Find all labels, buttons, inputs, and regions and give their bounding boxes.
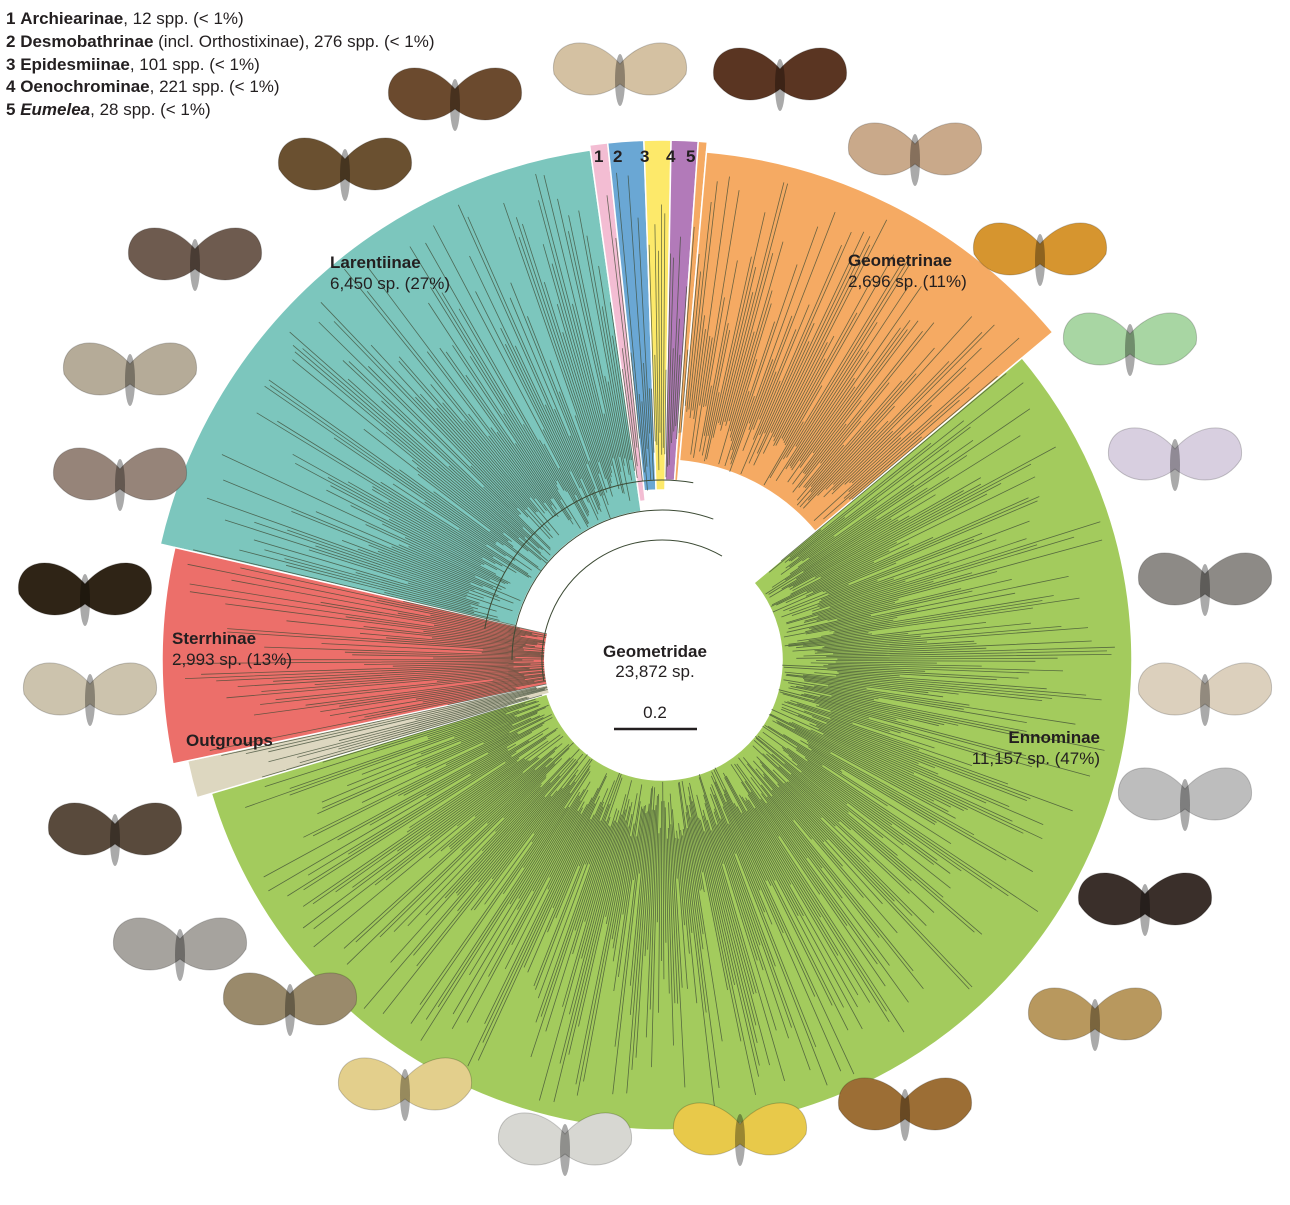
figure: 1 Archiearinae, 12 spp. (< 1%) 2 Desmoba… bbox=[0, 0, 1290, 1205]
legend-name: Epidesmiinae bbox=[20, 55, 130, 74]
wedge-number: 1 bbox=[594, 147, 603, 166]
clade-name: Outgroups bbox=[186, 731, 273, 750]
legend-detail: (incl. Orthostixinae), 276 spp. (< 1%) bbox=[153, 32, 434, 51]
moth-body bbox=[285, 984, 295, 1036]
moth-body bbox=[1200, 564, 1210, 616]
legend-name: Eumelea bbox=[20, 100, 90, 119]
moth bbox=[1063, 313, 1196, 376]
moth-body bbox=[400, 1069, 410, 1121]
clade-name: Larentiinae bbox=[330, 253, 421, 272]
center-count: 23,872 sp. bbox=[615, 662, 694, 681]
moth bbox=[53, 448, 186, 511]
wedge-number: 2 bbox=[613, 147, 622, 166]
moth-body bbox=[615, 54, 625, 106]
moth-body bbox=[560, 1124, 570, 1176]
clade-name: Ennominae bbox=[1008, 728, 1100, 747]
moth bbox=[128, 228, 261, 291]
moth-body bbox=[340, 149, 350, 201]
moth-body bbox=[125, 354, 135, 406]
moth bbox=[23, 663, 156, 726]
legend-detail: , 12 spp. (< 1%) bbox=[123, 9, 243, 28]
legend-detail: , 101 spp. (< 1%) bbox=[130, 55, 260, 74]
legend-entry: 1 Archiearinae, 12 spp. (< 1%) bbox=[6, 9, 244, 28]
clade-count: 2,696 sp. (11%) bbox=[848, 272, 967, 291]
moth bbox=[113, 918, 246, 981]
moth-body bbox=[1140, 884, 1150, 936]
moth bbox=[18, 563, 151, 626]
moth bbox=[553, 43, 686, 106]
moth bbox=[713, 48, 846, 111]
legend-entry: 5 Eumelea, 28 spp. (< 1%) bbox=[6, 100, 211, 119]
moth bbox=[48, 803, 181, 866]
moth-body bbox=[1125, 324, 1135, 376]
moth bbox=[278, 138, 411, 201]
wedge-number: 4 bbox=[666, 147, 676, 166]
clade-name: Geometrinae bbox=[848, 251, 952, 270]
legend-number: 5 bbox=[6, 100, 15, 119]
legend-entry: 4 Oenochrominae, 221 spp. (< 1%) bbox=[6, 77, 280, 96]
moth bbox=[1078, 873, 1211, 936]
wedge-number: 3 bbox=[640, 147, 649, 166]
moth-body bbox=[1035, 234, 1045, 286]
moth-body bbox=[1180, 779, 1190, 831]
legend-detail: , 28 spp. (< 1%) bbox=[90, 100, 210, 119]
moth-body bbox=[1090, 999, 1100, 1051]
moth bbox=[498, 1113, 631, 1176]
legend-name: Archiearinae bbox=[20, 9, 123, 28]
moth bbox=[1118, 768, 1251, 831]
moth-body bbox=[1200, 674, 1210, 726]
moth-body bbox=[450, 79, 460, 131]
legend: 1 Archiearinae, 12 spp. (< 1%) 2 Desmoba… bbox=[6, 9, 435, 119]
legend-number: 4 bbox=[6, 77, 16, 96]
clade-count: 11,157 sp. (47%) bbox=[972, 749, 1100, 768]
moth-body bbox=[775, 59, 785, 111]
moth-body bbox=[190, 239, 200, 291]
moth-body bbox=[80, 574, 90, 626]
moth-body bbox=[110, 814, 120, 866]
moth-body bbox=[115, 459, 125, 511]
clade-count: 6,450 sp. (27%) bbox=[330, 274, 450, 293]
legend-detail: , 221 spp. (< 1%) bbox=[150, 77, 280, 96]
moth-body bbox=[175, 929, 185, 981]
moth-body bbox=[735, 1114, 745, 1166]
moth bbox=[838, 1078, 971, 1141]
scale-bar-label: 0.2 bbox=[643, 703, 667, 722]
moth bbox=[1138, 663, 1271, 726]
moth-body bbox=[85, 674, 95, 726]
moth bbox=[1138, 553, 1271, 616]
legend-number: 3 bbox=[6, 55, 15, 74]
moth bbox=[848, 123, 981, 186]
moth bbox=[223, 973, 356, 1036]
moth bbox=[63, 343, 196, 406]
clade-count: 2,993 sp. (13%) bbox=[172, 650, 292, 669]
moth-body bbox=[1170, 439, 1180, 491]
moth bbox=[1028, 988, 1161, 1051]
legend-name: Oenochrominae bbox=[20, 77, 149, 96]
center-name: Geometridae bbox=[603, 642, 707, 661]
clade-name: Sterrhinae bbox=[172, 629, 256, 648]
legend-number: 2 bbox=[6, 32, 15, 51]
moth-body bbox=[910, 134, 920, 186]
moth-body bbox=[900, 1089, 910, 1141]
wedge-number: 5 bbox=[686, 147, 695, 166]
legend-entry: 2 Desmobathrinae (incl. Orthostixinae), … bbox=[6, 32, 435, 51]
moth bbox=[388, 68, 521, 131]
moth bbox=[1108, 428, 1241, 491]
legend-number: 1 bbox=[6, 9, 15, 28]
moth bbox=[338, 1058, 471, 1121]
legend-entry: 3 Epidesmiinae, 101 spp. (< 1%) bbox=[6, 55, 260, 74]
legend-name: Desmobathrinae bbox=[20, 32, 153, 51]
